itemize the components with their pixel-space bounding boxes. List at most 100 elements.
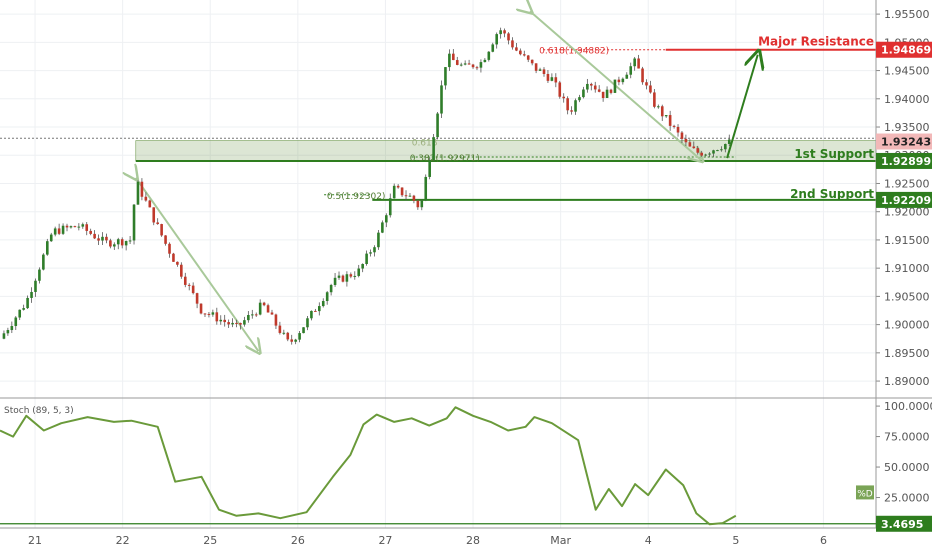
x-tick-label: 27 [378, 534, 392, 547]
candle-body [136, 181, 140, 205]
current-price-label: 1.93243 [881, 136, 931, 149]
candle-body [590, 83, 593, 86]
candle-body [597, 89, 601, 92]
candle-body [657, 106, 660, 108]
fib-leg-arrow [136, 178, 259, 351]
candle-body [254, 314, 258, 316]
resistance-price-label: 1.94869 [881, 44, 931, 57]
projection [726, 55, 758, 159]
candle-body [660, 106, 664, 117]
stoch-legend: %D [857, 489, 873, 499]
candle-body [601, 91, 605, 99]
candle-body [408, 195, 412, 197]
candle-body [57, 228, 61, 234]
candle-body [89, 230, 92, 234]
candle-body [487, 51, 491, 60]
candle-body [357, 268, 361, 276]
stoch-tick-label: 100.0000 [884, 400, 932, 413]
candle-body [617, 79, 621, 83]
candle-body [156, 222, 159, 225]
labels: 1.93243 1.94869 1.92899 1.92209 Major Resist… [758, 35, 932, 208]
candle-body [550, 77, 554, 81]
candle-body [586, 83, 589, 90]
candle-body [93, 233, 96, 239]
price-tick-label: 1.93500 [884, 121, 930, 134]
current-price-label-bg [876, 133, 932, 150]
candle-body [113, 244, 116, 247]
candle-body [467, 63, 471, 65]
support1-price-label: 1.92899 [881, 155, 931, 168]
candle-body [239, 323, 242, 325]
candle-body [49, 234, 53, 242]
candle-body [2, 333, 6, 339]
candle-body [65, 225, 69, 228]
candle-body [530, 59, 534, 64]
x-tick-label: 25 [203, 534, 217, 547]
candle-body [566, 98, 569, 111]
candle-body [105, 236, 108, 241]
candle-body [14, 317, 18, 327]
candle-body [724, 143, 727, 150]
candle-body [215, 312, 219, 322]
candle-body [471, 64, 475, 68]
candle-body [672, 125, 676, 127]
price-tick-label: 1.91500 [884, 234, 930, 247]
candle-body [377, 232, 380, 248]
x-tick-label: 6 [820, 534, 827, 547]
candle-body [554, 77, 558, 83]
candle-body [684, 138, 688, 143]
candle-body [412, 195, 416, 201]
price-tick-label: 1.92500 [884, 177, 930, 190]
candle-body [81, 224, 85, 227]
candle-body [570, 110, 573, 112]
candle-body [286, 332, 290, 340]
candle-body [203, 313, 207, 315]
candle-body [144, 196, 148, 201]
candle-body [73, 226, 77, 228]
stochastic-panel: 100.0000 75.0000 50.0000 25.0000 Stoch (89, … [0, 400, 932, 532]
candle-body [700, 152, 703, 156]
candle-body [526, 55, 530, 60]
candle-body [164, 235, 167, 244]
candle-body [396, 185, 400, 188]
candle-body [207, 313, 211, 315]
price-tick-label: 1.95500 [884, 8, 930, 21]
candle-body [483, 59, 487, 63]
candle-body [668, 115, 672, 126]
candle-body [124, 241, 128, 246]
candle-body [452, 53, 455, 61]
candle-body [558, 82, 562, 97]
candle-body [621, 78, 625, 83]
candle-body [10, 326, 14, 331]
support-zone [135, 140, 877, 162]
candle-body [633, 58, 636, 67]
candle-body [132, 204, 136, 241]
fib-label: 0.382(1.92971) [410, 154, 480, 164]
candle-body [325, 292, 329, 302]
candle-body [428, 160, 431, 177]
candle-body [712, 150, 715, 154]
candle-body [329, 284, 333, 293]
candle-body [183, 276, 187, 285]
candle-body [455, 60, 459, 65]
candle-body [522, 54, 526, 56]
stoch-title: Stoch (89, 5, 3) [4, 406, 74, 416]
candle-body [6, 330, 10, 334]
candle-body [448, 53, 451, 68]
candle-body [507, 33, 510, 41]
candle-body [310, 310, 313, 319]
candle-body [160, 224, 163, 236]
price-tick-label: 1.91000 [884, 262, 930, 275]
support1-price-label-bg [876, 152, 932, 169]
x-tick-label: Mar [550, 534, 571, 547]
candle-body [270, 312, 274, 315]
stoch-current-label: 3.4695 [881, 518, 923, 531]
candle-body [546, 73, 550, 81]
candle-body [613, 79, 617, 93]
candle-body [444, 67, 447, 86]
candle-body [46, 241, 49, 255]
candle-body [128, 240, 132, 242]
x-tick-label: 4 [645, 534, 652, 547]
candle-body [538, 69, 542, 71]
x-tick-label: 21 [28, 534, 42, 547]
